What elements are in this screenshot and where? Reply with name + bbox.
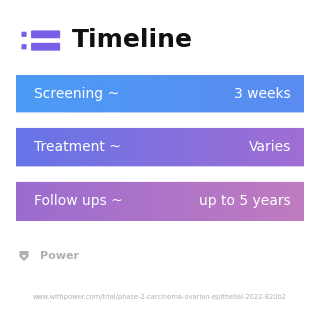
FancyBboxPatch shape <box>21 44 27 49</box>
Polygon shape <box>22 255 26 258</box>
Text: Varies: Varies <box>249 140 291 154</box>
Text: Treatment ~: Treatment ~ <box>34 140 120 154</box>
FancyBboxPatch shape <box>21 32 27 37</box>
Text: Screening ~: Screening ~ <box>34 87 119 101</box>
Text: up to 5 years: up to 5 years <box>199 194 291 208</box>
Text: www.withpower.com/trial/phase-2-carcinoma-ovarian-epithelial-2022-820b2: www.withpower.com/trial/phase-2-carcinom… <box>33 294 287 300</box>
FancyBboxPatch shape <box>31 43 60 51</box>
Text: Power: Power <box>40 251 79 261</box>
FancyBboxPatch shape <box>31 30 60 38</box>
Text: 3 weeks: 3 weeks <box>235 87 291 101</box>
Text: Timeline: Timeline <box>72 28 193 52</box>
Text: Follow ups ~: Follow ups ~ <box>34 194 122 208</box>
Polygon shape <box>20 251 28 261</box>
